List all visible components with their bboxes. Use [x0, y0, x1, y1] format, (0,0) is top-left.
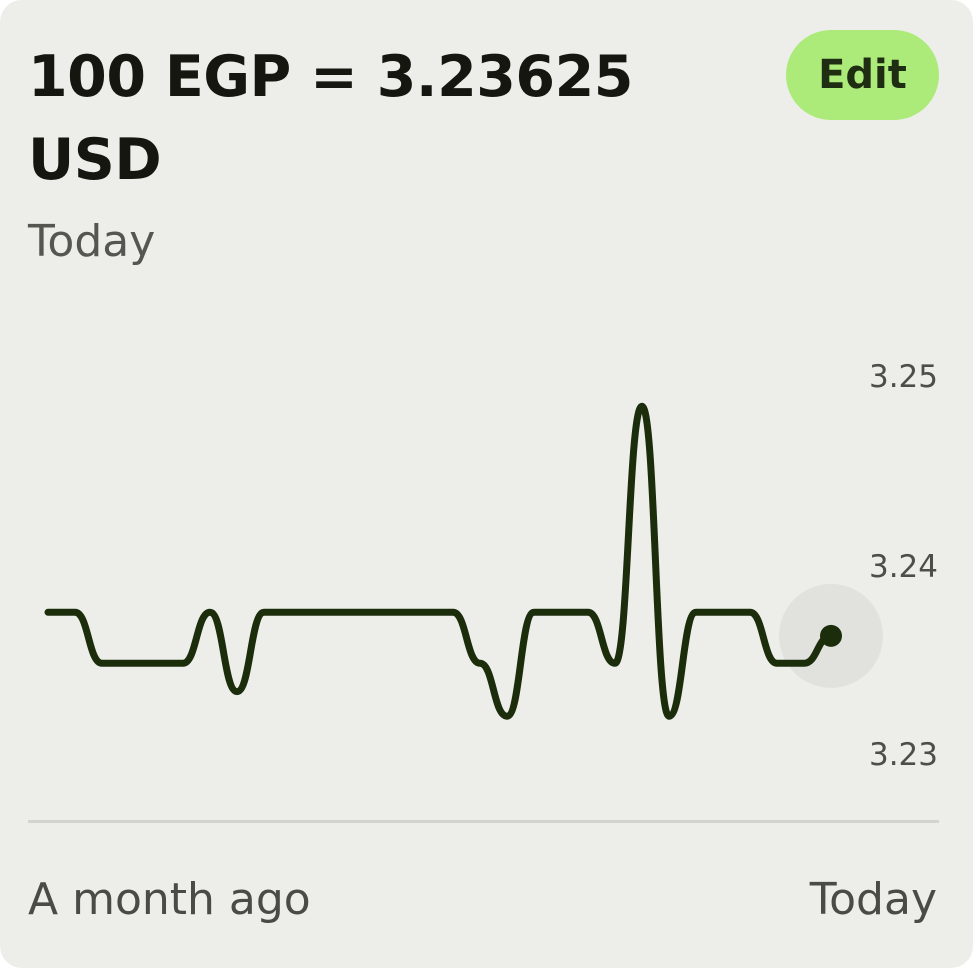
edit-button[interactable]: Edit: [786, 30, 939, 120]
x-axis-end-label: Today: [809, 874, 937, 925]
x-axis-line: [28, 820, 939, 823]
current-value-point[interactable]: [820, 624, 842, 647]
rate-date-label: Today: [28, 216, 156, 267]
x-axis-start-label: A month ago: [28, 874, 311, 925]
y-tick-label: 3.24: [869, 549, 938, 585]
series-line: [44, 402, 835, 720]
rate-line-chart: 3.25 3.24 3.23: [44, 359, 938, 773]
y-axis-ticks: 3.25 3.24 3.23: [869, 359, 938, 773]
plot-area: [44, 402, 883, 720]
y-tick-label: 3.25: [869, 359, 938, 395]
exchange-rate-title: 100 EGP = 3.23625 USD: [28, 44, 633, 193]
y-tick-label: 3.23: [869, 737, 938, 773]
